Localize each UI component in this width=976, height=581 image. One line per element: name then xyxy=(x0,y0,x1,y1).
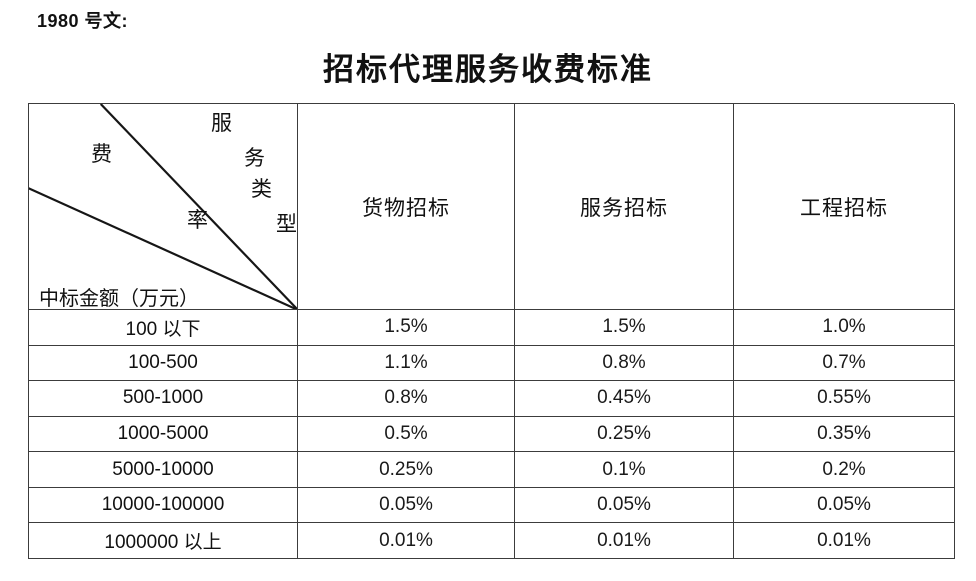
row-amount-label: 100-500 xyxy=(29,345,298,382)
fee-rate-cell: 0.8% xyxy=(515,345,734,382)
row-amount-label: 100 以下 xyxy=(29,310,298,346)
fee-rate-cell: 0.01% xyxy=(734,523,955,559)
fee-rate-cell: 0.1% xyxy=(515,452,734,488)
fee-rate-cell: 0.01% xyxy=(515,523,734,559)
fee-rate-cell: 0.01% xyxy=(298,523,515,559)
row-amount-label: 5000-10000 xyxy=(29,452,298,488)
corner-label-service-type-char: 务 xyxy=(244,146,265,170)
diagonal-divider-lines xyxy=(29,104,297,309)
row-amount-label: 1000-5000 xyxy=(29,416,298,453)
corner-label-fee-rate-char: 费 xyxy=(91,142,112,166)
corner-label-service-type-char: 服 xyxy=(211,111,232,135)
fee-rate-cell: 0.35% xyxy=(734,416,955,453)
fee-rate-cell: 0.25% xyxy=(298,452,515,488)
fee-rate-cell: 0.05% xyxy=(734,487,955,524)
row-amount-label: 1000000 以上 xyxy=(29,523,298,559)
column-header-goods-bidding: 货物招标 xyxy=(298,104,515,310)
fee-rate-cell: 0.7% xyxy=(734,345,955,382)
table-corner-cell: 服 务 类 型 费 率 中标金额（万元） xyxy=(29,104,298,310)
fee-rate-cell: 0.2% xyxy=(734,452,955,488)
corner-label-fee-rate-char: 率 xyxy=(187,208,208,232)
fee-rate-cell: 1.0% xyxy=(734,310,955,346)
row-amount-label: 10000-100000 xyxy=(29,487,298,524)
column-header-service-bidding: 服务招标 xyxy=(515,104,734,310)
fee-rate-cell: 0.05% xyxy=(515,487,734,524)
corner-label-service-type-char: 型 xyxy=(276,212,297,236)
fee-rate-cell: 0.5% xyxy=(298,416,515,453)
page-title: 招标代理服务收费标准 xyxy=(323,52,653,87)
fee-rate-cell: 0.25% xyxy=(515,416,734,453)
document-number: 1980 号文: xyxy=(37,11,129,31)
fee-rate-cell: 0.05% xyxy=(298,487,515,524)
column-header-engineering-bidding: 工程招标 xyxy=(734,104,955,310)
corner-label-service-type-char: 类 xyxy=(251,177,272,201)
fee-rate-cell: 0.45% xyxy=(515,381,734,417)
row-amount-label: 500-1000 xyxy=(29,381,298,417)
fee-rate-cell: 1.5% xyxy=(515,310,734,346)
fee-table: 服 务 类 型 费 率 中标金额（万元） 货物招标 服务招标 工程招标 100 … xyxy=(28,103,955,559)
corner-label-bid-amount: 中标金额（万元） xyxy=(39,288,199,310)
fee-rate-cell: 0.55% xyxy=(734,381,955,417)
fee-rate-cell: 1.5% xyxy=(298,310,515,346)
fee-rate-cell: 0.8% xyxy=(298,381,515,417)
fee-rate-cell: 1.1% xyxy=(298,345,515,382)
